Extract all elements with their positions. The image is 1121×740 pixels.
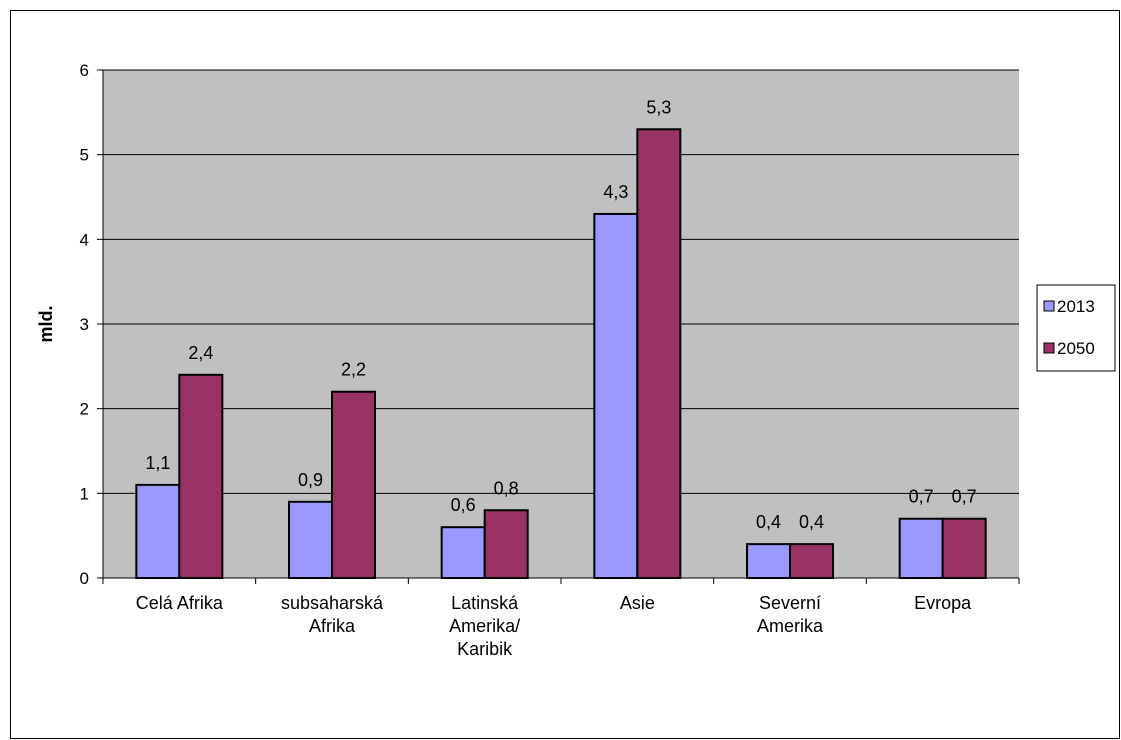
data-label-2050-3: 5,3 bbox=[646, 97, 671, 117]
legend-box bbox=[1036, 284, 1116, 372]
legend-swatch-2013 bbox=[1043, 300, 1055, 312]
bar-2013-0 bbox=[135, 483, 181, 579]
category-label-line: subsaharská bbox=[281, 593, 384, 613]
category-label: Severní Amerika bbox=[757, 593, 824, 636]
category-label-line: Asie bbox=[620, 593, 655, 613]
data-label-2013-0: 1,1 bbox=[145, 453, 170, 473]
data-label-2050-2: 0,8 bbox=[494, 478, 519, 498]
legend-label-2013: 2013 bbox=[1057, 297, 1095, 316]
category-label-line: Latinská bbox=[451, 593, 519, 613]
bar-2050-1 bbox=[331, 390, 376, 579]
data-label-2013-2: 0,6 bbox=[451, 495, 476, 515]
bar-2050-3 bbox=[636, 128, 682, 579]
bar-2013-1 bbox=[288, 500, 333, 579]
bar-2013-4 bbox=[746, 543, 791, 580]
category-label-line: Afrika bbox=[309, 616, 356, 636]
bar-2050-5 bbox=[941, 517, 987, 580]
data-label-2050-5: 0,7 bbox=[952, 487, 977, 507]
data-label-2050-1: 2,2 bbox=[341, 360, 366, 380]
category-label: Asie bbox=[620, 593, 655, 613]
data-label-2013-3: 4,3 bbox=[603, 182, 628, 202]
category-label-line: Amerika/ bbox=[449, 616, 520, 636]
data-label-2050-0: 2,4 bbox=[188, 343, 213, 363]
chart-frame bbox=[10, 10, 1120, 739]
y-tick-label: 5 bbox=[80, 146, 89, 165]
data-label-2050-4: 0,4 bbox=[799, 512, 824, 532]
bar-2013-2 bbox=[440, 526, 486, 580]
legend-swatch-2050 bbox=[1043, 342, 1055, 354]
data-label-2013-5: 0,7 bbox=[909, 487, 934, 507]
category-label: subsaharská Afrika bbox=[281, 593, 384, 636]
category-label-line: Evropa bbox=[914, 593, 972, 613]
category-label-line: Celá Afrika bbox=[136, 593, 224, 613]
y-tick-label: 2 bbox=[80, 400, 89, 419]
category-label: Latinská Amerika/Karibik bbox=[449, 593, 520, 659]
legend-label-2050: 2050 bbox=[1057, 339, 1095, 358]
y-axis-label: mld. bbox=[36, 305, 56, 342]
category-label: Evropa bbox=[914, 593, 972, 613]
data-label-2013-4: 0,4 bbox=[756, 512, 781, 532]
y-tick-label: 0 bbox=[80, 569, 89, 588]
category-label: Celá Afrika bbox=[136, 593, 224, 613]
bar-2013-5 bbox=[898, 517, 944, 580]
category-label-line: Amerika bbox=[757, 616, 824, 636]
data-label-2013-1: 0,9 bbox=[298, 470, 323, 490]
bar-2013-3 bbox=[593, 212, 639, 580]
category-label-line: Karibik bbox=[457, 639, 513, 659]
bar-2050-4 bbox=[789, 543, 834, 580]
bar-2050-0 bbox=[178, 373, 224, 579]
y-tick-label: 6 bbox=[80, 61, 89, 80]
bar-2050-2 bbox=[483, 509, 529, 579]
y-tick-label: 4 bbox=[80, 230, 89, 249]
category-label-line: Severní bbox=[759, 593, 821, 613]
y-tick-label: 1 bbox=[80, 484, 89, 503]
y-tick-label: 3 bbox=[80, 315, 89, 334]
